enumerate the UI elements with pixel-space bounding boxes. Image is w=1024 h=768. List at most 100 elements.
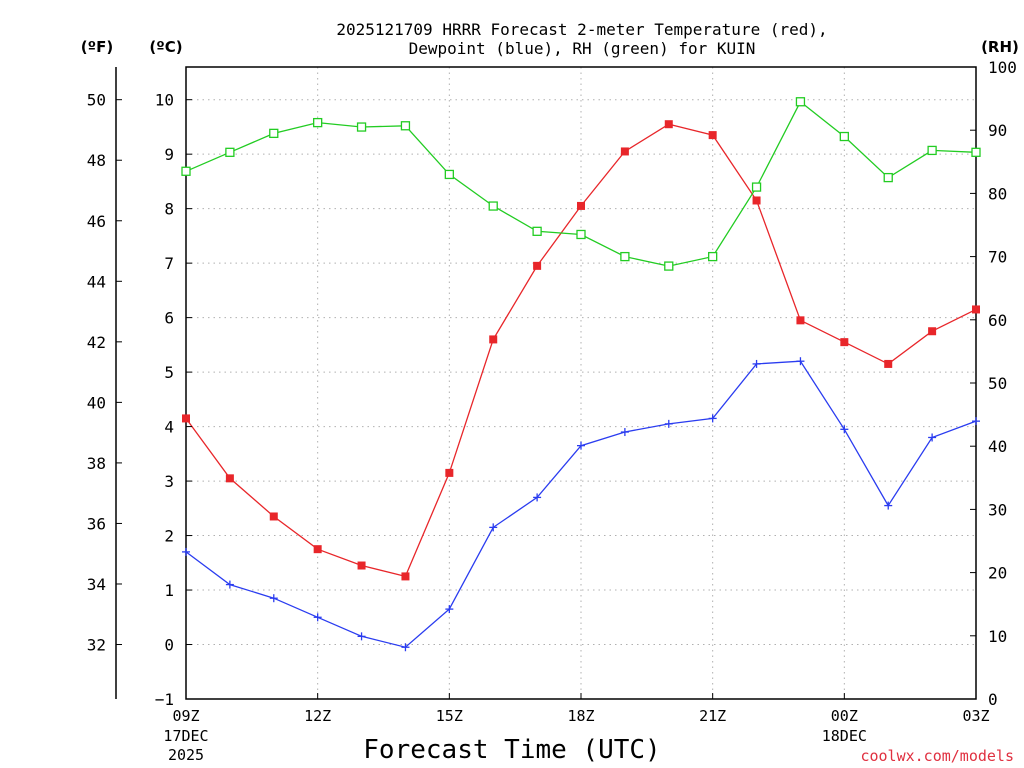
rh-point [225,147,235,157]
x-tick-label: 21Z [699,707,726,725]
celsius-tick-label: 6 [164,309,174,328]
celsius-tick-label: 4 [164,418,174,437]
x-tick-label: 18Z [567,707,594,725]
fahrenheit-tick-label: 44 [87,272,106,291]
dewpoint-point [445,605,454,614]
temperature-point [225,474,234,483]
fahrenheit-unit-label: (ºF) [81,38,113,56]
series-line-1 [185,360,977,648]
rh-point [664,261,674,271]
rh-point [620,251,630,262]
dewpoint-point [401,643,410,652]
rh-tick-label: 60 [988,311,1007,330]
celsius-tick-label: 0 [164,636,174,655]
fahrenheit-tick-label: 46 [87,212,106,231]
fahrenheit-tick-label: 48 [87,151,106,170]
dewpoint-point [752,359,761,368]
fahrenheit-tick-label: 34 [87,575,106,594]
rh-point [356,122,367,132]
celsius-tick-label: 8 [164,200,174,219]
x-tick-label: 09Z [172,707,199,725]
series-line-0 [185,123,977,578]
dewpoint-point [840,425,849,434]
x-axis-title: Forecast Time (UTC) [363,735,660,765]
temperature-point [313,545,322,554]
dewpoint-point [620,428,629,437]
dewpoint-point [577,441,585,450]
temperature-point [269,512,278,521]
dewpoint-point [489,523,498,532]
temperature-point [533,261,542,270]
rh-point [269,128,279,139]
celsius-tick-label: 9 [164,145,174,164]
dewpoint-point [884,501,893,510]
rh-point [839,131,849,142]
rh-point [927,145,937,156]
rh-point [488,201,498,211]
rh-point [576,229,586,240]
rh-tick-label: 40 [988,437,1007,456]
celsius-tick-label: 3 [164,472,174,491]
fahrenheit-tick-label: 32 [87,636,106,655]
dewpoint-point [269,594,278,603]
dewpoint-point [664,419,673,428]
temperature-point [884,359,893,368]
rh-tick-label: 100 [988,58,1017,77]
rh-point [883,172,893,183]
chart-title-line2: Dewpoint (blue), RH (green) for KUIN [409,39,756,58]
credit-text: coolwx.com/models [860,747,1014,765]
dewpoint-point [313,613,322,622]
fahrenheit-tick-label: 42 [87,333,106,352]
dewpoint-point [972,417,980,426]
temperature-point [445,468,454,477]
x-tick-label: 00Z [831,707,858,725]
dewpoint-point [928,433,937,442]
dewpoint-point [708,414,717,423]
rh-point [313,117,323,128]
fahrenheit-tick-label: 38 [87,454,106,473]
x-date-label: 17DEC [163,727,208,745]
fahrenheit-tick-label: 40 [87,393,106,412]
celsius-tick-label: 7 [164,254,174,273]
x-tick-label: 12Z [304,707,331,725]
rh-point [444,169,454,180]
x-tick-label: 03Z [962,707,989,725]
x-date-label: 18DEC [822,727,867,745]
rh-tick-label: 50 [988,374,1007,393]
series-layer [181,97,981,652]
temperature-point [840,338,849,347]
celsius-tick-label: 2 [164,527,174,546]
dewpoint-point [796,357,805,366]
rh-tick-label: 0 [988,690,998,709]
chart-title-line1: 2025121709 HRRR Forecast 2-meter Tempera… [336,20,827,39]
fahrenheit-tick-label: 50 [87,91,106,110]
temperature-point [796,316,805,325]
temperature-point [752,196,761,205]
rh-tick-label: 10 [988,627,1007,646]
x-year-label: 2025 [168,746,204,764]
temperature-point [972,305,980,314]
x-tick-label: 15Z [436,707,463,725]
celsius-tick-label: 1 [164,581,174,600]
temperature-point [182,414,190,423]
rh-unit-label: (RH) [981,38,1019,56]
temperature-point [928,327,937,336]
temperature-point [489,335,498,344]
temperature-point [401,572,410,581]
celsius-tick-label: 10 [155,91,174,110]
rh-tick-label: 90 [988,121,1007,140]
dewpoint-point [182,547,190,556]
rh-point [400,121,411,131]
rh-point [708,251,718,262]
temperature-point [708,131,717,140]
rh-point [751,182,762,192]
rh-tick-label: 80 [988,184,1007,203]
grid-lines [186,67,976,699]
rh-point [795,97,806,107]
temperature-point [620,147,629,156]
fahrenheit-tick-label: 36 [87,514,106,533]
dewpoint-point [225,580,234,589]
rh-point [181,166,191,176]
